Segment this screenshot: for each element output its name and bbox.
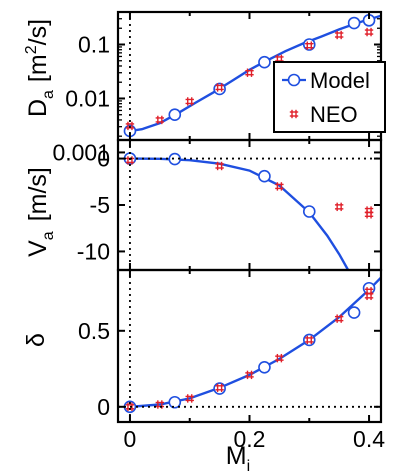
- model-curve-top: [129, 14, 381, 133]
- model-point-top: [258, 55, 271, 69]
- panel-top-ylabel-main: D: [24, 99, 52, 117]
- model-point-bottom: [213, 382, 226, 395]
- neo-point-top: [185, 97, 194, 106]
- model-curve-bottom: [129, 276, 381, 408]
- neo-point-middle: [364, 206, 374, 215]
- model-point-bottom: [302, 333, 316, 347]
- model-point-bottom: [362, 281, 376, 295]
- neo-point-middle: [215, 161, 224, 171]
- ytick-label-top: 0.01: [65, 85, 110, 111]
- model-point-top: [347, 16, 361, 30]
- neo-point-bottom: [185, 394, 194, 403]
- panel-top-ylabel-unit-sup: 2: [23, 45, 40, 54]
- model-point-middle: [258, 169, 271, 183]
- legend-neo-label: NEO: [310, 102, 358, 127]
- xlabel: Mi: [226, 442, 250, 475]
- neo-point-bottom: [334, 314, 344, 323]
- panel-middle-ylabel: Va [m/s]: [24, 167, 57, 257]
- legend-neo-hash: [289, 109, 299, 119]
- xlabel-main: M: [226, 442, 247, 470]
- neo-point-bottom: [245, 370, 254, 380]
- ytick-label-middle: 0: [97, 146, 110, 172]
- panel-middle-ylabel-main: V: [24, 240, 52, 257]
- neo-point-bottom: [275, 353, 284, 363]
- panel-top-ylabel-unit-end: /s]: [24, 19, 52, 45]
- neo-point-top: [364, 27, 374, 37]
- panel-middle-ylabel-sub: a: [40, 231, 57, 240]
- xtick-label: 0.4: [353, 426, 385, 452]
- neo-point-top: [245, 68, 254, 77]
- xlabel-sub: i: [247, 458, 251, 475]
- ytick-label-bottom: 0.5: [78, 318, 110, 344]
- panel-middle-ylabel-unit: [m/s]: [24, 167, 52, 221]
- legend: Model NEO: [273, 61, 386, 133]
- model-point-middle: [302, 205, 316, 218]
- neo-point-top: [215, 83, 224, 92]
- legend-model-label: Model: [310, 68, 370, 93]
- model-curve-middle: [129, 157, 350, 270]
- neo-point-top: [305, 41, 314, 50]
- neo-point-bottom: [215, 383, 224, 392]
- neo-point-middle: [275, 182, 284, 191]
- neo-point-top: [334, 30, 344, 40]
- ytick-label-middle: -10: [77, 238, 110, 264]
- xtick-label: 0.2: [234, 426, 266, 452]
- panel-top-ylabel-unit: [m: [24, 54, 52, 82]
- model-point-bottom: [258, 360, 271, 374]
- neo-point-bottom: [305, 335, 314, 345]
- neo-point-top: [155, 115, 165, 125]
- model-point-bottom: [347, 306, 361, 319]
- neo-point-middle: [334, 202, 344, 212]
- model-point-bottom: [168, 395, 182, 409]
- legend-box: [273, 61, 386, 133]
- legend-neo-marker: [289, 109, 299, 119]
- ticks: 0.001 0.01 0.1 0 -5 -10 0 0.5 0 0.2 0.4: [52, 11, 385, 452]
- neo-point-bottom: [364, 287, 374, 296]
- panel-bottom-ylabel: δ: [22, 333, 50, 347]
- model-point-middle: [168, 152, 182, 166]
- xtick-label: 0: [124, 426, 137, 452]
- panel-top-ylabel: Da [m2/s]: [23, 19, 57, 117]
- ytick-label-middle: -5: [90, 192, 110, 218]
- model-point-top: [168, 108, 182, 122]
- frame-bottom: [116, 268, 383, 424]
- ytick-label-top: 0.1: [78, 31, 110, 57]
- neo-point-middle: [364, 210, 374, 219]
- panel-top-ylabel-sub: a: [40, 90, 57, 99]
- ytick-label-top: 0.001: [52, 139, 110, 165]
- legend-model-marker: [287, 73, 301, 87]
- ytick-label-bottom: 0: [97, 394, 110, 420]
